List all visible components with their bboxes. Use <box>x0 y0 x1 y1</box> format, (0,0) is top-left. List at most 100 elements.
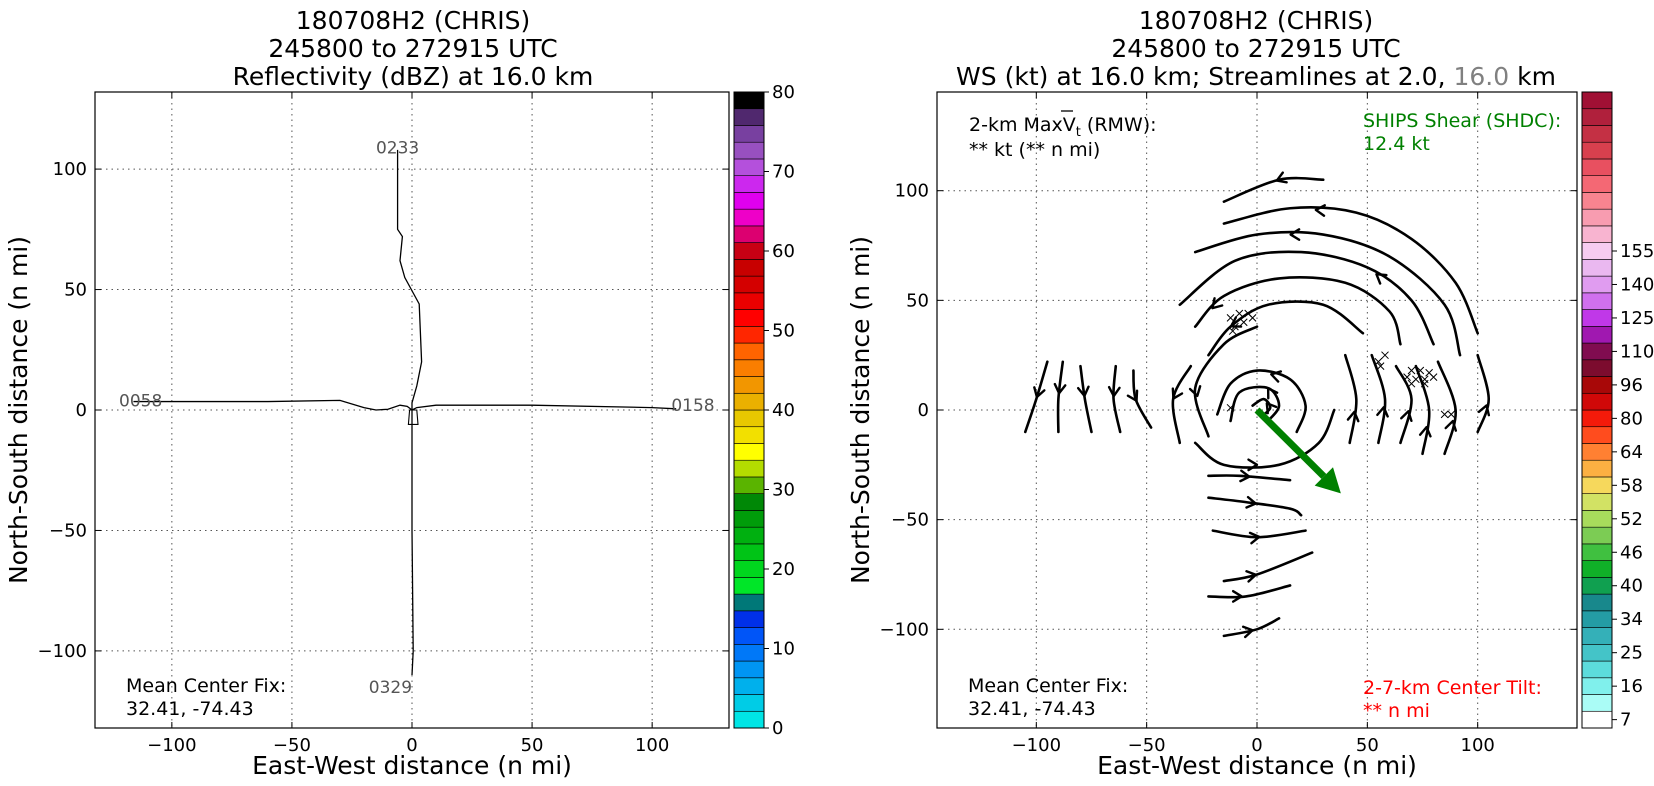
reflectivity-colorbar-swatch <box>733 710 765 729</box>
wind-speed-colorbar-swatch <box>1581 359 1613 377</box>
x-marker <box>1231 322 1239 331</box>
right-xtick-label: 0 <box>1251 735 1262 756</box>
streamline-arrowhead <box>1418 425 1432 438</box>
x-markers <box>1226 309 1456 419</box>
wind-speed-colorbar: 7 16 25 34 40 46 52 58 64 80 96 110 125 140 155 <box>1581 91 1654 731</box>
streamline <box>1207 496 1303 517</box>
right-xtick-label: 50 <box>1356 735 1379 756</box>
reflectivity-colorbar-swatch <box>733 208 765 227</box>
x-marker <box>1420 379 1429 388</box>
streamline-arrowhead <box>1126 389 1139 402</box>
streamline <box>1112 364 1122 434</box>
streamline-arrowhead <box>1076 385 1090 398</box>
left-xtick-label: 0 <box>406 735 417 756</box>
streamline <box>1251 397 1272 418</box>
streamline-arrowhead <box>1275 171 1288 184</box>
streamline <box>1436 360 1457 456</box>
reflectivity-colorbar-swatch <box>733 91 765 110</box>
reflectivity-colorbar-swatch <box>733 225 765 243</box>
right-x-axis-label: East-West distance (n mi) <box>1097 751 1417 780</box>
streamline <box>1222 176 1325 203</box>
wind-speed-colorbar-swatch <box>1581 158 1613 176</box>
shear-vector-head <box>1314 467 1341 494</box>
wind-speed-colorbar-swatch <box>1581 644 1613 662</box>
streamline <box>1343 353 1358 445</box>
reflectivity-colorbar-tick-label: 20 <box>772 559 795 580</box>
right-title-line1: 180708H2 (CHRIS) <box>1139 6 1373 35</box>
wind-speed-colorbar-tick-label: 52 <box>1620 509 1643 530</box>
left-grid <box>95 92 729 728</box>
wind-speed-colorbar-swatch <box>1581 627 1613 645</box>
wind-speed-colorbar-tick-label: 80 <box>1620 408 1643 429</box>
wind-speed-colorbar-tick-label: 25 <box>1620 643 1643 664</box>
wind-speed-colorbar-frame <box>1581 91 1613 729</box>
wind-speed-colorbar-tick-label: 34 <box>1620 609 1643 630</box>
streamline <box>1222 551 1314 583</box>
reflectivity-colorbar-swatch <box>733 409 765 428</box>
streamline-arrowhead <box>1289 228 1301 241</box>
reflectivity-colorbar-swatch <box>733 175 765 193</box>
streamline-arrowhead <box>1241 625 1254 639</box>
x-marker <box>1429 373 1438 381</box>
streamline <box>1207 584 1292 599</box>
right-title-line3-part1: WS (kt) at 16.0 km; Streamlines at 2.0, <box>956 62 1445 91</box>
reflectivity-colorbar-swatch <box>733 275 765 294</box>
right-ytick-label: 0 <box>918 400 929 421</box>
reflectivity-colorbar-swatch <box>733 677 765 695</box>
reflectivity-colorbar-tick-label: 30 <box>772 480 795 501</box>
wind-speed-colorbar-swatch <box>1581 309 1613 327</box>
wind-speed-colorbar-swatch <box>1581 409 1613 428</box>
streamline <box>1193 276 1402 346</box>
left-xtick-label: 100 <box>635 735 669 756</box>
wind-speed-colorbar-tick-label: 58 <box>1620 475 1643 496</box>
streamline <box>1222 617 1281 638</box>
streamline <box>1178 250 1435 346</box>
right-xtick-label: 100 <box>1461 735 1495 756</box>
reflectivity-colorbar-swatch <box>733 459 765 478</box>
streamline-arrowhead <box>1376 406 1389 418</box>
reflectivity-colorbar-swatch <box>733 292 765 310</box>
wind-speed-colorbar-swatch <box>1581 510 1613 528</box>
streamline-arrowhead <box>1247 458 1259 472</box>
left-panel: 180708H2 (CHRIS) 245800 to 272915 UTC Re… <box>4 6 795 780</box>
wind-speed-colorbar-swatch <box>1581 225 1613 243</box>
wind-speed-colorbar-swatch <box>1581 426 1613 444</box>
streamline <box>1207 474 1292 482</box>
flight-track <box>133 149 677 676</box>
wind-speed-colorbar-swatch <box>1581 292 1613 310</box>
reflectivity-colorbar-swatch <box>733 660 765 679</box>
left-title-line1: 180708H2 (CHRIS) <box>296 6 530 35</box>
right-xtick-label: −100 <box>1012 735 1061 756</box>
reflectivity-colorbar-swatch <box>733 158 765 176</box>
left-xtick-label: 50 <box>521 735 544 756</box>
streamline <box>1394 364 1413 445</box>
reflectivity-colorbar-swatch <box>733 560 765 578</box>
left-ytick-label: −100 <box>38 641 87 662</box>
reflectivity-colorbar-swatch <box>733 192 765 210</box>
wind-speed-colorbar-swatch <box>1581 326 1613 344</box>
x-marker <box>1376 362 1385 370</box>
streamline-arrowhead <box>1245 495 1257 509</box>
x-marker <box>1381 351 1389 360</box>
x-marker <box>1416 366 1425 375</box>
left-xtick-label: −100 <box>147 735 196 756</box>
streamlines <box>1023 171 1491 639</box>
streamline-arrowhead <box>1266 387 1279 400</box>
x-marker <box>1228 327 1237 335</box>
reflectivity-colorbar-swatch <box>733 426 765 444</box>
wind-speed-colorbar-tick-label: 64 <box>1620 442 1643 463</box>
right-ytick-label: 50 <box>906 290 929 311</box>
streamline-arrowhead <box>1171 387 1184 400</box>
streamline <box>1056 360 1065 434</box>
streamline-arrowhead <box>1188 385 1202 398</box>
wind-speed-colorbar-tick-label: 40 <box>1620 576 1643 597</box>
reflectivity-colorbar-swatch <box>733 342 765 361</box>
wind-speed-colorbar-swatch <box>1581 577 1613 595</box>
streamline-arrowhead <box>1239 469 1251 483</box>
reflectivity-colorbar-swatch <box>733 326 765 344</box>
max-vt-suffix: (RMW): <box>1081 114 1157 136</box>
wind-speed-colorbar-swatch <box>1581 610 1613 628</box>
wind-speed-colorbar-swatch <box>1581 208 1613 227</box>
wind-speed-colorbar-tick-label: 125 <box>1620 308 1654 329</box>
reflectivity-colorbar-tick-label: 80 <box>772 82 795 103</box>
